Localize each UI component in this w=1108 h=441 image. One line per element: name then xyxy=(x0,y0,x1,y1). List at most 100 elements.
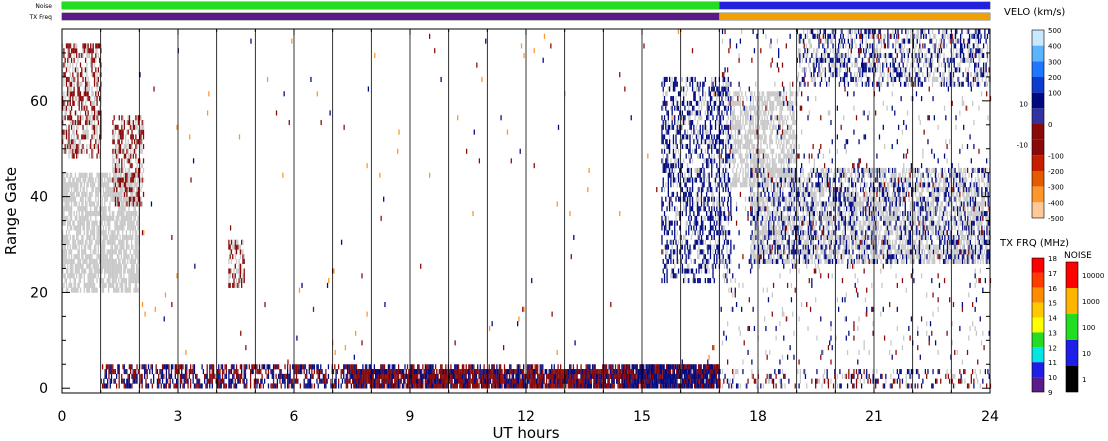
data-cell-near-range-dense-red xyxy=(561,378,563,384)
data-cell-early-grey-band xyxy=(62,172,64,178)
data-cell-early-red-upper xyxy=(84,134,87,140)
data-cell-blue-slant xyxy=(684,206,686,212)
data-cell-near-range-dense-blue xyxy=(643,378,645,384)
data-cell-early-grey-band xyxy=(67,258,69,264)
data-cell-early-red-mid xyxy=(116,172,118,178)
data-cell-early-red-upper xyxy=(67,52,69,59)
data-cell-blue-slant xyxy=(680,182,682,188)
data-cell-early-grey-band xyxy=(110,258,112,264)
data-cell-early-red-mid xyxy=(128,187,131,193)
data-cell-near-range-late xyxy=(905,383,907,389)
data-cell-early-grey-band xyxy=(83,230,85,236)
data-cell-near-range-mixed xyxy=(537,369,539,375)
data-cell-blue-slant xyxy=(677,91,680,97)
data-cell-near-range-dense-blue xyxy=(699,378,701,384)
data-cell-near-range-mixed xyxy=(320,369,322,375)
data-cell-near-range-mixed xyxy=(338,383,340,389)
data-cell-blue-slant xyxy=(695,177,698,183)
data-cell-near-range-dense-red xyxy=(414,383,416,389)
data-cell-near-range-dense-red xyxy=(455,373,457,379)
data-cell-near-range-dense-red xyxy=(557,383,559,389)
data-cell-early-red-mid xyxy=(118,191,120,197)
data-cell-early-grey-band xyxy=(78,177,80,183)
data-cell-near-range-mixed xyxy=(168,369,170,375)
data-cell-near-range-dense-red xyxy=(403,373,405,379)
data-cell-blue-slant xyxy=(674,158,676,164)
data-cell-near-range-mixed xyxy=(609,383,612,389)
data-cell-near-range-dense-blue xyxy=(683,369,686,375)
data-cell-near-range-mixed xyxy=(316,364,318,370)
data-cell-near-range-dense-red xyxy=(605,373,608,379)
data-cell-blue-slant xyxy=(662,134,664,140)
data-cell-near-range-mixed xyxy=(136,378,138,384)
data-cell-blue-slant xyxy=(689,110,691,116)
data-cell-early-grey-band xyxy=(82,268,84,274)
data-cell-near-range-mixed xyxy=(121,378,123,384)
data-cell-early-grey-band xyxy=(116,225,119,231)
data-cell-near-range-mixed xyxy=(519,369,521,375)
data-cell-early-grey-band xyxy=(74,263,77,269)
data-cell-near-range-dense-red xyxy=(400,369,402,375)
data-cell-near-range-dense-red xyxy=(579,378,581,384)
data-cell-blue-slant xyxy=(691,110,694,116)
data-cell-near-range-dense-red xyxy=(433,383,435,389)
data-cell-near-range-dense-red xyxy=(448,378,451,384)
data-cell-early-red-mid xyxy=(118,158,120,164)
data-cell-early-grey-band xyxy=(137,249,139,255)
data-cell-near-range-late xyxy=(836,383,839,389)
data-cell-near-range-dense-red xyxy=(567,369,569,375)
data-cell-blue-slant xyxy=(676,105,678,111)
data-cell-near-range-dense-red xyxy=(419,373,421,379)
data-cell-early-grey-band xyxy=(73,201,75,207)
data-cell-near-range-dense-red xyxy=(355,383,358,389)
data-cell-early-red-mid xyxy=(126,120,128,126)
data-cell-near-range-mixed xyxy=(309,364,312,370)
data-cell-blue-slant xyxy=(680,163,682,169)
data-cell-early-grey-band xyxy=(82,191,84,197)
data-cell-early-grey-band xyxy=(63,206,65,212)
data-cell-early-grey-band xyxy=(127,254,129,260)
data-cell-near-range-dense-red xyxy=(530,378,532,384)
data-cell-early-grey-band xyxy=(105,225,107,231)
data-cell-blue-slant xyxy=(667,158,669,164)
data-cell-near-range-dense-red xyxy=(438,378,441,384)
data-cell-near-range-dense-blue xyxy=(678,383,681,389)
data-cell-early-red-mid xyxy=(141,139,143,145)
data-cell-early-grey-band xyxy=(136,273,138,279)
data-cell-near-range-late xyxy=(931,383,933,389)
data-cell-early-grey-band xyxy=(96,201,98,207)
data-cell-blue-slant xyxy=(694,273,696,279)
data-cell-near-range-dense-red xyxy=(593,373,595,379)
data-cell-early-red-mid xyxy=(112,139,114,145)
data-cell-near-range-dense-blue xyxy=(666,369,668,375)
data-cell-early-grey-band xyxy=(91,187,93,193)
data-cell-near-range-mixed xyxy=(269,364,271,370)
data-cell-near-range-dense-red xyxy=(489,373,492,379)
data-cell-near-range-mixed xyxy=(316,378,318,384)
data-cell-early-grey-band xyxy=(97,249,100,255)
data-cell-blue-slant xyxy=(672,115,675,121)
data-cell-near-range-mixed xyxy=(297,369,299,375)
data-cell-early-grey-band xyxy=(97,239,100,245)
data-cell-near-range-dense-red xyxy=(482,378,484,384)
data-cell-near-range-mixed xyxy=(575,378,577,384)
data-cell-early-grey-band xyxy=(109,172,111,178)
data-cell-early-grey-band xyxy=(134,278,137,284)
data-cell-early-red-upper xyxy=(70,134,73,140)
data-cell-near-range-dense-red xyxy=(594,369,596,375)
data-cell-near-range-mixed xyxy=(183,383,185,389)
data-cell-early-red-upper xyxy=(68,86,70,92)
data-cell-early-red-upper xyxy=(65,105,68,111)
data-cell-near-range-dense-red xyxy=(505,383,507,389)
data-cell-early-grey-band xyxy=(81,206,83,212)
data-cell-near-range-mixed xyxy=(170,364,173,370)
data-cell-early-grey-band xyxy=(76,225,78,231)
data-cell-early-red-mid xyxy=(113,124,115,130)
data-cell-early-grey-band xyxy=(97,187,100,193)
data-cell-blue-slant xyxy=(686,239,689,245)
data-cell-near-range-mixed xyxy=(605,364,608,370)
data-cell-blue-slant xyxy=(680,139,682,145)
data-cell-near-range-dense-red xyxy=(431,378,433,384)
data-cell-near-range-dense-red xyxy=(456,383,458,389)
data-cell-blue-slant xyxy=(671,96,673,102)
